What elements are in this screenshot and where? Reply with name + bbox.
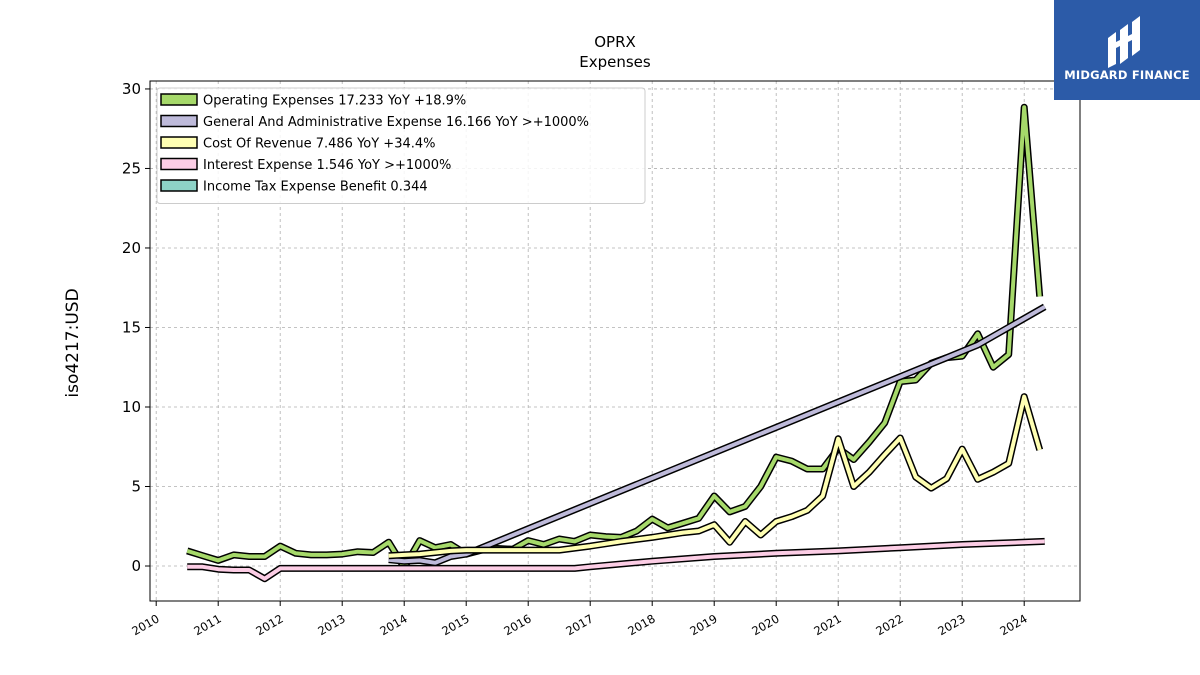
series-line-interest-expense xyxy=(187,539,1045,581)
series-line-cost-of-revenue xyxy=(388,394,1042,558)
x-tick-label: 2010 xyxy=(129,611,161,638)
chart-title: OPRX xyxy=(594,33,636,51)
legend-swatch xyxy=(160,157,198,171)
y-tick-label: 30 xyxy=(122,80,141,98)
legend-label: Cost Of Revenue 7.486 YoY +34.4% xyxy=(203,137,436,152)
legend-swatch xyxy=(160,136,198,149)
chart-subtitle: Expenses xyxy=(579,53,651,71)
x-tick-label: 2017 xyxy=(563,611,595,638)
y-axis-label: iso4217:USD xyxy=(63,288,83,397)
y-tick-label: 25 xyxy=(122,159,141,177)
brand-logo-icon xyxy=(1108,16,1140,68)
series-line-operating-expenses xyxy=(186,105,1042,570)
series-layer xyxy=(186,103,1047,583)
legend-box xyxy=(156,87,646,204)
x-tick-label: 2018 xyxy=(625,611,657,638)
legend-label: General And Administrative Expense 16.16… xyxy=(203,115,589,130)
x-tick-label: 2022 xyxy=(873,611,905,638)
legend-label: Income Tax Expense Benefit 0.344 xyxy=(203,180,428,195)
legend-swatch xyxy=(160,93,198,106)
y-tick-label: 0 xyxy=(131,557,141,575)
plot-frame xyxy=(149,80,1081,602)
y-tick-label: 20 xyxy=(122,239,141,257)
x-tick-label: 2014 xyxy=(377,611,409,638)
x-tick-label: 2020 xyxy=(749,611,781,638)
series-line-general-and-administrative-expense xyxy=(388,305,1046,565)
brand-logo: MIDGARD FINANCE xyxy=(1054,0,1200,100)
x-tick-label: 2012 xyxy=(253,611,285,638)
legend: Operating Expenses 17.233 YoY +18.9% Gene… xyxy=(156,87,646,204)
x-tick-label: 2011 xyxy=(191,611,223,638)
legend-label: Interest Expense 1.546 YoY >+1000% xyxy=(203,158,451,173)
x-tick-label: 2021 xyxy=(811,611,843,638)
brand-name: MIDGARD FINANCE xyxy=(1064,68,1190,82)
legend-swatch xyxy=(160,179,198,192)
x-tick-label: 2013 xyxy=(315,611,347,638)
x-tick-label: 2016 xyxy=(501,611,533,638)
y-tick-label: 5 xyxy=(131,478,141,496)
legend-label: Operating Expenses 17.233 YoY +18.9% xyxy=(203,94,466,109)
x-tick-label: 2015 xyxy=(439,611,471,638)
x-tick-label: 2019 xyxy=(687,611,719,638)
y-tick-label: 15 xyxy=(122,318,141,336)
y-tick-label: 10 xyxy=(122,398,141,416)
legend-swatch xyxy=(160,114,198,128)
x-tick-label: 2024 xyxy=(997,611,1029,638)
x-tick-label: 2023 xyxy=(935,611,967,638)
